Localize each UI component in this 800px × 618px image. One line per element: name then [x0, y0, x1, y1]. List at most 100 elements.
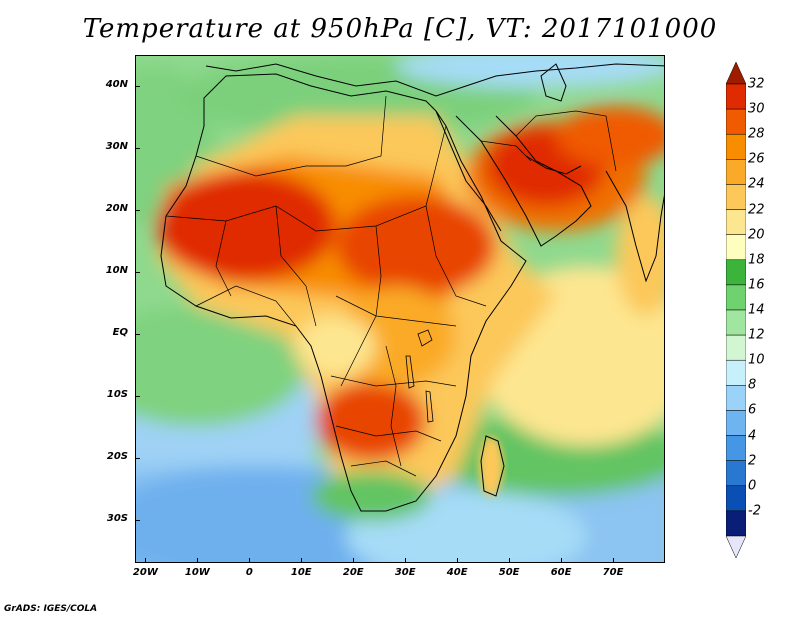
lake-tanganyika — [405, 355, 415, 389]
lat-tick — [135, 209, 140, 211]
lon-tick — [561, 558, 563, 563]
lat-tick-label: 20N — [105, 202, 128, 214]
border-8 — [330, 375, 457, 387]
border-14 — [480, 140, 532, 162]
colorbar-bin — [726, 485, 746, 512]
madagascar — [479, 436, 503, 496]
chart-title: Temperature at 950hPa [C], VT: 201710100… — [82, 14, 718, 44]
india-coastline — [605, 170, 664, 283]
colorbar-bin — [726, 334, 746, 361]
lat-tick-label: EQ — [112, 326, 128, 338]
coastlines — [160, 63, 664, 512]
lake-malawi — [425, 390, 434, 423]
lon-tick-label: 30E — [394, 567, 416, 578]
colorbar-label: 30 — [748, 101, 765, 117]
border-7 — [335, 295, 457, 327]
border-6 — [425, 205, 487, 307]
southern-africa-hot — [316, 381, 426, 461]
lat-tick-label: 20S — [106, 450, 128, 462]
colorbar-label: 18 — [748, 252, 765, 268]
temperature-field — [136, 56, 664, 562]
lon-tick — [509, 558, 511, 563]
lon-tick-label: 70E — [602, 567, 624, 578]
colorbar-label: 6 — [748, 402, 757, 418]
lat-tick — [135, 147, 140, 149]
border-9 — [335, 425, 442, 442]
lat-tick — [135, 395, 140, 397]
border-11 — [385, 345, 402, 467]
lon-tick — [353, 558, 355, 563]
country-borders — [165, 95, 617, 477]
colorbar-label: 26 — [748, 151, 765, 167]
lat-tick-label: 10N — [105, 264, 128, 276]
lon-tick-label: 20W — [132, 567, 158, 578]
lon-tick-label: 10W — [184, 567, 210, 578]
lon-tick — [405, 558, 407, 563]
colorbar-label: 0 — [748, 478, 757, 494]
caspian-coast — [540, 63, 567, 102]
colorbar-bin — [726, 133, 746, 160]
colorbar-label: 22 — [748, 202, 765, 218]
colorbar-label: 4 — [748, 428, 757, 444]
congo-yellow — [296, 316, 376, 376]
sudan-peak — [336, 196, 496, 296]
colorbar-bin — [726, 460, 746, 487]
border-12 — [195, 285, 297, 327]
colorbar-bin — [726, 309, 746, 336]
border-4 — [275, 205, 317, 327]
madagascar-coast — [480, 435, 505, 497]
colorbar-bin — [726, 83, 746, 110]
persian-gulf — [525, 155, 582, 175]
lon-tick-label: 0 — [245, 567, 253, 578]
colorbar-bin — [726, 284, 746, 311]
lon-tick — [145, 558, 147, 563]
lat-tick — [135, 457, 140, 459]
lakes — [405, 329, 434, 423]
lon-tick-label: 60E — [550, 567, 572, 578]
colorbar-label: 2 — [748, 453, 757, 469]
border-3 — [215, 220, 232, 297]
gulf-guinea-green — [136, 306, 306, 426]
colorbar-top-arrow — [726, 62, 746, 85]
lon-tick — [457, 558, 459, 563]
colorbar-label: -2 — [748, 503, 761, 519]
sahel-peak — [156, 171, 336, 281]
credit-text: GrADS: IGES/COLA — [4, 604, 98, 614]
africa-coastline — [160, 73, 527, 512]
colorbar-label: 32 — [748, 76, 765, 92]
colorbar-label: 20 — [748, 227, 765, 243]
lat-tick-label: 30S — [106, 512, 128, 524]
colorbar-bin — [726, 359, 746, 386]
iran-hot — [556, 106, 664, 166]
colorbar-bin — [726, 435, 746, 461]
colorbar-label: 10 — [748, 352, 765, 368]
lat-tick — [135, 519, 140, 521]
colorbar-label: 12 — [748, 327, 765, 343]
colorbar-bin — [726, 184, 746, 210]
border-1 — [195, 95, 387, 177]
colorbar-label: 24 — [748, 176, 765, 192]
mediterranean-north — [205, 63, 664, 97]
colorbar-bin — [726, 385, 746, 411]
colorbar-label: 16 — [748, 277, 765, 293]
lat-tick — [135, 333, 140, 335]
lat-tick — [135, 271, 140, 273]
lon-tick — [301, 558, 303, 563]
lon-tick — [197, 558, 199, 563]
lon-tick — [613, 558, 615, 563]
lat-tick-label: 40N — [105, 78, 128, 90]
colorbar-bin — [726, 159, 746, 185]
colorbar — [726, 62, 746, 558]
red-sea-coast — [435, 110, 502, 232]
map-panel — [135, 55, 665, 563]
colorbar-bin — [726, 410, 746, 436]
lat-tick — [135, 85, 140, 87]
lat-tick-label: 30N — [105, 140, 128, 152]
lon-tick-label: 50E — [498, 567, 520, 578]
india-yellow — [616, 196, 664, 316]
colorbar-bin — [726, 510, 746, 537]
colorbar-label: 14 — [748, 302, 765, 318]
lat-tick-label: 10S — [106, 388, 128, 400]
temperature-map — [136, 56, 664, 562]
colorbar-bin — [726, 259, 746, 286]
